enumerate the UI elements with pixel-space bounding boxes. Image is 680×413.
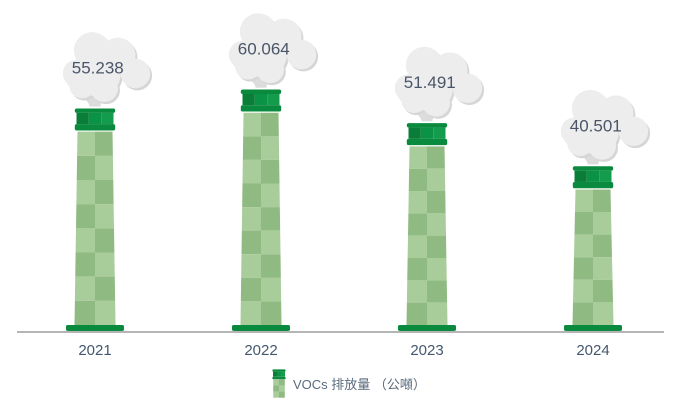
svg-text:40.501: 40.501 <box>570 116 622 135</box>
svg-text:2021: 2021 <box>78 342 111 359</box>
svg-text:2023: 2023 <box>410 342 443 359</box>
svg-text:55.238: 55.238 <box>72 59 124 78</box>
svg-text:2022: 2022 <box>244 342 277 359</box>
svg-text:VOCs 排放量 （公噸）: VOCs 排放量 （公噸） <box>293 377 426 392</box>
svg-text:60.064: 60.064 <box>238 40 290 59</box>
svg-text:2024: 2024 <box>576 342 609 359</box>
svg-text:51.491: 51.491 <box>404 73 456 92</box>
